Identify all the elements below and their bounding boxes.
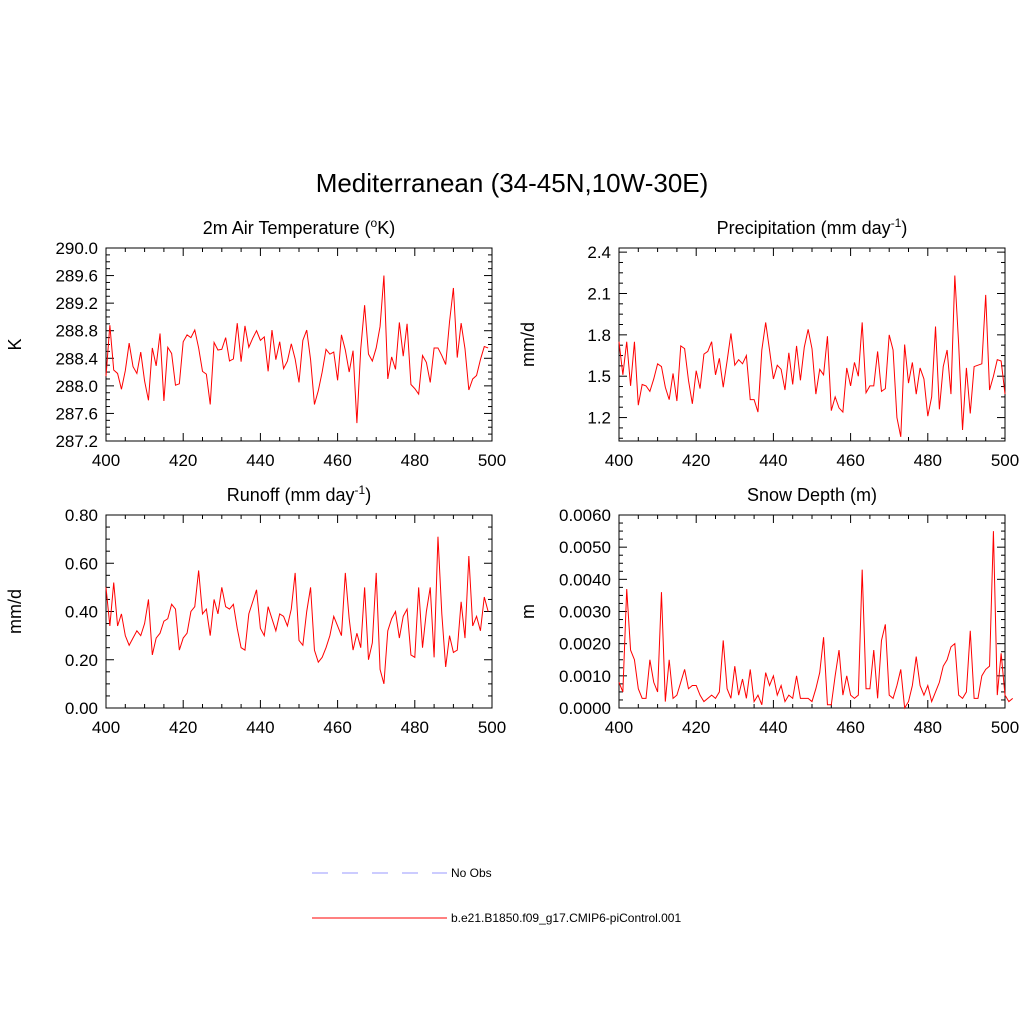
y-tick-label: 1.2	[587, 409, 611, 428]
legend-label-no-obs: No Obs	[451, 866, 492, 880]
legend-label-model: b.e21.B1850.f09_g17.CMIP6-piControl.001	[451, 911, 681, 925]
panel-precipitation: Precipitation (mm day-1) mm/d 400 420 440 460…	[518, 216, 1019, 470]
legend: No Obs b.e21.B1850.f09_g17.CMIP6-piContr…	[312, 866, 681, 925]
y-tick-label: 289.2	[55, 294, 98, 313]
y-tick-label: 0.80	[65, 506, 98, 525]
panel-title-superscript: -1	[355, 483, 366, 497]
series-line-runoff	[105, 536, 489, 685]
y-tick-label: 0.40	[65, 603, 98, 622]
y-tick-label: 288.0	[55, 377, 98, 396]
x-tick-label: 480	[401, 718, 429, 737]
x-tick-label: 420	[682, 451, 710, 470]
y-tick-label: 0.20	[65, 651, 98, 670]
panel-title-text: Snow Depth (m)	[747, 485, 877, 505]
plot-frame	[105, 247, 493, 442]
x-tick-label: 500	[478, 451, 506, 470]
y-tick-label: 0.0000	[559, 699, 611, 718]
panel-title: Runoff (mm day-1)	[227, 483, 371, 505]
y-axis-label: mm/d	[518, 322, 538, 367]
x-tick-label: 460	[323, 451, 351, 470]
x-tick-label: 420	[682, 718, 710, 737]
y-tick-label: 2.1	[587, 284, 611, 303]
panel-snow-depth: Snow Depth (m) m 400 420 440 460 480 500 0.0000 0…	[518, 485, 1019, 737]
series-line-temperature	[105, 275, 489, 424]
y-tick-label: 287.2	[55, 432, 98, 451]
panel-title-superscript: o	[371, 216, 378, 230]
y-tick-label: 0.0030	[559, 603, 611, 622]
y-tick-label: 0.0020	[559, 635, 611, 654]
panel-title-tail: K)	[377, 218, 395, 238]
panel-title-text: 2m Air Temperature (	[203, 218, 371, 238]
series-line-snow-depth	[618, 531, 1014, 710]
y-tick-label: 288.4	[55, 349, 98, 368]
y-tick-label: 0.00	[65, 699, 98, 718]
y-tick-label: 0.0050	[559, 538, 611, 557]
panel-title: Snow Depth (m)	[747, 485, 877, 505]
y-tick-label: 0.60	[65, 554, 98, 573]
x-tick-label: 400	[605, 451, 633, 470]
panels: 2m Air Temperature (oK) K 400 420 440 460 480 5…	[5, 216, 1019, 737]
x-tick-label: 400	[92, 718, 120, 737]
x-tick-label: 440	[246, 718, 274, 737]
panel-title-tail: )	[365, 485, 371, 505]
panel-title: Precipitation (mm day-1)	[717, 216, 908, 238]
y-tick-label: 289.6	[55, 267, 98, 286]
x-tick-label: 440	[246, 451, 274, 470]
y-axis-label: m	[518, 604, 538, 619]
panel-title-tail: )	[901, 218, 907, 238]
panel-title-text: Precipitation (mm day	[717, 218, 891, 238]
y-tick-label: 0.0060	[559, 506, 611, 525]
series-line-precipitation	[618, 275, 1006, 437]
figure-title: Mediterranean (34-45N,10W-30E)	[316, 168, 709, 198]
y-tick-label: 288.8	[55, 322, 98, 341]
panel-temperature: 2m Air Temperature (oK) K 400 420 440 460 480 5…	[5, 216, 506, 470]
y-tick-label: 0.0040	[559, 570, 611, 589]
panel-title-text: Runoff (mm day	[227, 485, 355, 505]
x-tick-label: 460	[323, 718, 351, 737]
x-tick-label: 420	[169, 451, 197, 470]
x-tick-label: 480	[401, 451, 429, 470]
x-tick-label: 500	[991, 451, 1019, 470]
plot-frame	[618, 514, 1006, 709]
panel-runoff: Runoff (mm day-1) mm/d 400 420 440 460 480 500 0…	[5, 483, 506, 737]
x-tick-label: 400	[92, 451, 120, 470]
y-tick-label: 0.0010	[559, 667, 611, 686]
x-tick-label: 460	[836, 718, 864, 737]
plot-frame	[105, 514, 493, 709]
y-tick-label: 290.0	[55, 239, 98, 258]
y-tick-label: 1.5	[587, 367, 611, 386]
x-tick-label: 480	[914, 718, 942, 737]
x-tick-label: 500	[478, 718, 506, 737]
x-tick-label: 420	[169, 718, 197, 737]
y-tick-label: 2.4	[587, 243, 611, 262]
x-tick-label: 460	[836, 451, 864, 470]
y-tick-label: 1.8	[587, 326, 611, 345]
y-axis-label: K	[5, 338, 25, 350]
panel-title-superscript: -1	[891, 216, 902, 230]
plot-frame	[618, 247, 1006, 442]
y-axis-label: mm/d	[5, 589, 25, 634]
panel-title: 2m Air Temperature (oK)	[203, 216, 395, 238]
x-tick-label: 400	[605, 718, 633, 737]
y-tick-label: 287.6	[55, 404, 98, 423]
x-tick-label: 480	[914, 451, 942, 470]
x-tick-label: 440	[759, 718, 787, 737]
x-tick-label: 440	[759, 451, 787, 470]
x-tick-label: 500	[991, 718, 1019, 737]
